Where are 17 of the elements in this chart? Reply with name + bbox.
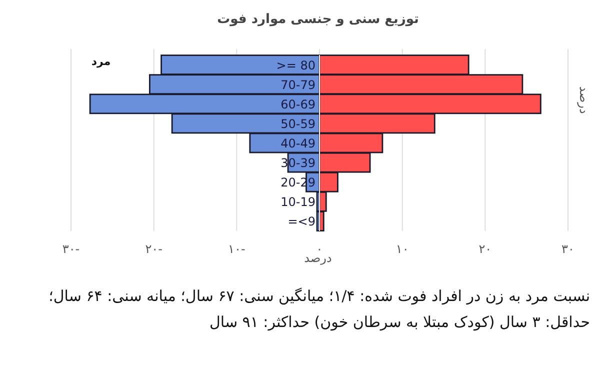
x-tick-label: ۳۰ <box>562 242 574 256</box>
x-tick-label: ۳۰- <box>62 242 80 256</box>
y-tick-label: 60-69 <box>280 97 316 112</box>
text: مرد <box>91 55 111 68</box>
y-tick-label: >= 80 <box>276 58 316 72</box>
y-axis-title: درصد <box>577 86 591 114</box>
x-tick-label: ۱۰ <box>396 242 409 256</box>
x-tick-label: ۱۰- <box>228 242 246 256</box>
x-tick-label: ۲۰- <box>145 242 162 256</box>
y-tick-label: 70-79 <box>280 78 316 92</box>
y-tick-label: 50-59 <box>280 116 316 131</box>
text: نسبت مرد به زن در افراد فوت شده: ۱/۴؛ میانگین سنی: ۶۷ سال؛ میانه سنی: ۶۴ سال؛ حداقل: ۳ سال (کودک مبتلا به سرطان خون) حداکثر: ۹۱ سال <box>48 286 590 333</box>
y-tick-label: =<9 <box>288 214 316 229</box>
x-tick-label: ۲۰ <box>478 242 492 256</box>
y-tick-label: 10-19 <box>280 195 316 210</box>
chart-title: توزیع سنی و جنسی موارد فوت <box>217 12 419 27</box>
y-tick-label: 40-49 <box>280 136 316 150</box>
